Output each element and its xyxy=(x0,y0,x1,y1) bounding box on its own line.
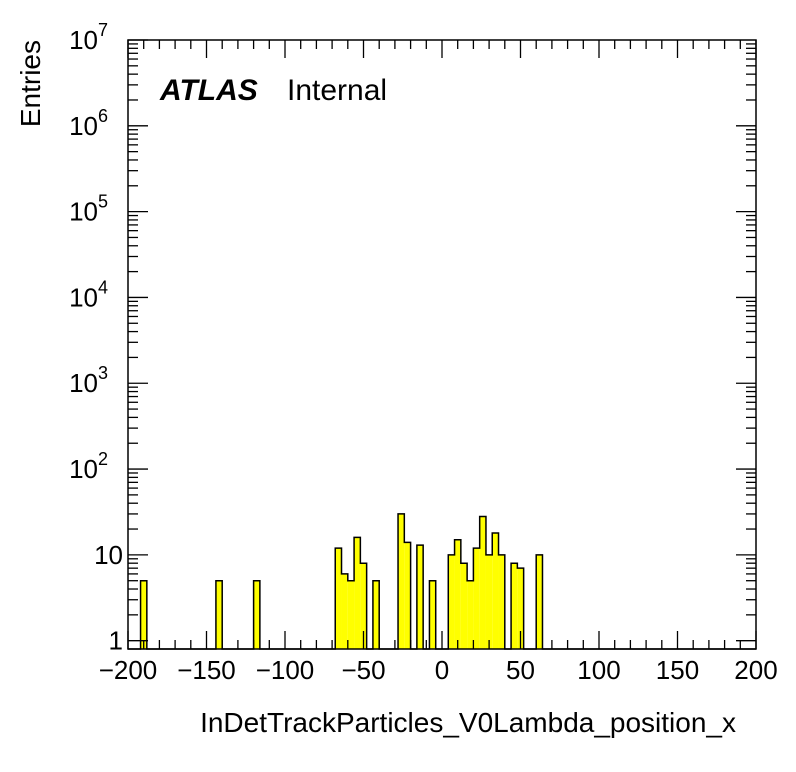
y-tick-label: 102 xyxy=(69,449,108,484)
y-tick-label: 105 xyxy=(69,192,108,227)
histogram-bar xyxy=(215,580,223,649)
histogram-bar xyxy=(429,580,436,649)
x-tick-label: 50 xyxy=(506,655,535,685)
histogram-bar xyxy=(398,513,405,649)
x-tick-label: 100 xyxy=(577,655,620,685)
histogram-bar xyxy=(492,532,499,649)
y-tick-label: 107 xyxy=(69,20,108,55)
x-tick-label: −200 xyxy=(99,655,158,685)
histogram-bars xyxy=(140,513,543,649)
x-tick-label: −50 xyxy=(341,655,385,685)
x-tick-label: 150 xyxy=(656,655,699,685)
histogram-bar xyxy=(460,563,468,649)
histogram-bar xyxy=(354,537,361,649)
histogram-bar xyxy=(473,548,480,649)
atlas-label: ATLAS xyxy=(159,74,258,107)
x-axis-title: InDetTrackParticles_V0Lambda_position_x xyxy=(200,707,736,738)
y-tick-label: 10 xyxy=(94,540,123,570)
histogram-bar xyxy=(536,554,543,649)
x-tick-label: 0 xyxy=(435,655,449,685)
histogram-bar xyxy=(372,580,380,649)
histogram-bar xyxy=(335,548,342,649)
histogram-bar xyxy=(416,545,424,649)
internal-label: Internal xyxy=(287,74,387,107)
y-tick-label: 1 xyxy=(109,626,123,656)
histogram-bar xyxy=(448,554,455,649)
histogram-bar xyxy=(253,580,260,649)
histogram-bar xyxy=(454,539,461,649)
histogram-bar xyxy=(360,563,367,649)
histogram-bar xyxy=(467,580,474,649)
y-tick-label: 104 xyxy=(69,277,108,312)
histogram-bar xyxy=(404,542,411,649)
y-tick-label: 103 xyxy=(69,363,108,398)
histogram-bar xyxy=(347,580,355,649)
histogram-bar xyxy=(498,554,505,649)
histogram-bar xyxy=(511,563,518,649)
histogram-bar xyxy=(479,516,486,649)
x-axis-ticks: −200 −150 −100 −50 0 50 100 150 200 xyxy=(99,40,778,685)
y-axis-ticks: 1 10 102 103 104 105 106 107 xyxy=(69,20,756,656)
histogram-bar xyxy=(140,580,147,649)
histogram-bar xyxy=(517,568,524,649)
x-tick-label: 200 xyxy=(734,655,777,685)
y-tick-label: 106 xyxy=(69,106,108,141)
histogram-bar xyxy=(485,554,493,649)
histogram-bar xyxy=(341,573,348,649)
x-tick-label: −100 xyxy=(256,655,315,685)
y-axis-title: Entries xyxy=(15,40,46,127)
x-tick-label: −150 xyxy=(177,655,236,685)
